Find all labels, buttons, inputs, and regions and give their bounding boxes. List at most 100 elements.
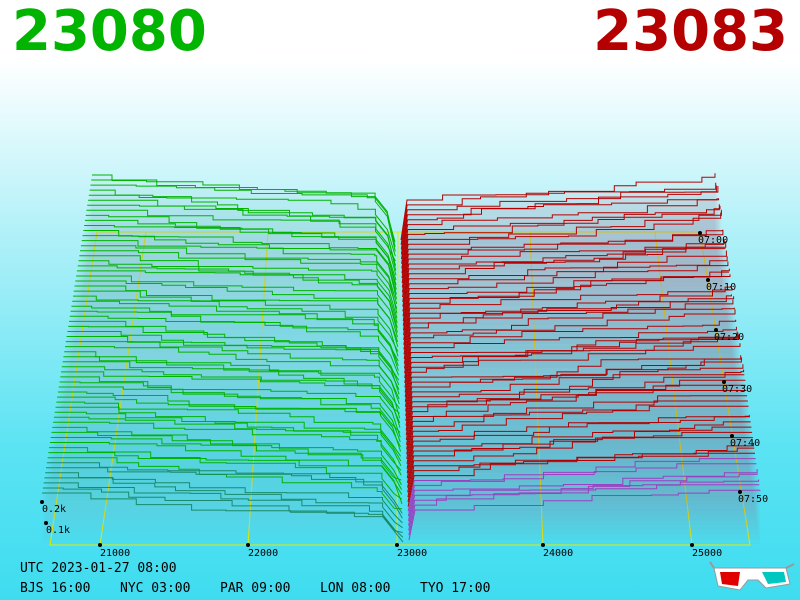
tick-dot [698,231,702,235]
bid-layer [87,204,397,271]
bid-layer [50,437,403,490]
ask-layer [402,241,727,312]
city-clock: NYC 03:00 [120,581,190,596]
bid-layer [46,467,403,519]
ask-layer [402,240,725,302]
bid-layer [78,260,398,324]
tick-dot [395,543,399,547]
ask-layer [405,379,746,441]
bid-layer [62,361,401,419]
tick-dot [44,521,48,525]
bid-layer [73,295,399,357]
bid-layer [49,447,403,500]
tick-dot [541,543,545,547]
ask-layer [402,256,728,322]
floor-outline [49,231,751,546]
ask-layer [400,185,717,250]
price-tick-label: 21000 [100,548,130,559]
bid-layer [44,477,403,529]
ask-layer [407,452,755,507]
bid-layer [66,336,400,395]
ask-layer [405,364,744,426]
ask-layer [406,384,746,445]
ask-layer [403,268,730,336]
bid-layer [57,396,402,452]
tick-dot [730,434,734,438]
bid-layer [46,462,403,514]
city-clock: PAR 09:00 [220,581,290,596]
bid-layer [76,275,398,338]
price-tick-label: 23000 [397,548,427,559]
ask-layer [403,299,734,360]
tick-dot [98,543,102,547]
ask-layer [401,186,719,260]
tick-dot [690,543,694,547]
ask-layer [402,248,726,307]
axis-labels: 21000 22000 23000 24000 25000 07:00 07:10 07:20… [20,231,768,596]
bid-layer [42,487,404,538]
bid-layer [42,492,404,543]
ask-layer [406,421,751,479]
bid-layer [56,401,402,457]
time-tick-label: 07:50 [738,494,768,505]
ask-layer [402,271,730,331]
bid-layer [76,270,398,333]
depth-layers [42,173,761,543]
ask-layer [406,416,750,474]
bid-layer [59,381,401,438]
ask-layer [403,288,733,355]
depth-tick-label: 0.1k [46,525,70,536]
ask-layer [404,343,741,407]
ask-layer [402,250,727,317]
bid-layer [65,346,400,405]
time-tick-label: 07:40 [730,438,760,449]
ask-layer [403,294,732,350]
bid-layer [71,305,399,366]
bid-layer [80,250,398,314]
ask-layer [403,296,735,364]
ask-layer [408,479,760,531]
bid-layer [47,457,403,510]
time-tick-label: 07:10 [706,282,736,293]
ask-layer [407,431,753,488]
ask-layer [401,209,722,283]
bid-layer [79,255,398,319]
ask-layer [408,489,761,541]
city-clock: TYO 17:00 [420,581,490,596]
ask-layer [408,484,760,536]
bid-layer [53,416,402,471]
tick-dot [246,543,250,547]
ask-layer [402,238,725,298]
ask-layer [404,309,736,374]
ask-layer [400,182,717,245]
tick-dot [40,500,44,504]
bid-layer [65,341,400,400]
tick-dot [722,380,726,384]
bid-layer [61,371,401,428]
ask-layer [408,469,758,522]
bid-layer [55,406,402,462]
time-tick-label: 07:30 [722,384,752,395]
ask-layer [406,400,748,460]
ask-layer [404,337,740,402]
price-tick-label: 22000 [248,548,278,559]
bid-layer [86,209,397,276]
bid-layer [64,351,400,409]
ask-layer [405,358,743,422]
bid-layer [48,452,403,505]
utc-time: UTC 2023-01-27 08:00 [20,561,177,576]
ask-layer [400,198,718,255]
depth-tick-label: 0.2k [42,504,66,515]
ask-layer [401,204,720,269]
price-tick-label: 24000 [543,548,573,559]
bid-layer [81,240,398,305]
ask-layer [407,447,755,502]
ask-layer [403,307,735,369]
bid-price: 23080 [12,0,207,64]
bid-layer [43,482,403,533]
bid-layer [82,235,397,300]
city-clock: BJS 16:00 [20,581,90,596]
time-tick-label: 07:00 [698,235,728,246]
